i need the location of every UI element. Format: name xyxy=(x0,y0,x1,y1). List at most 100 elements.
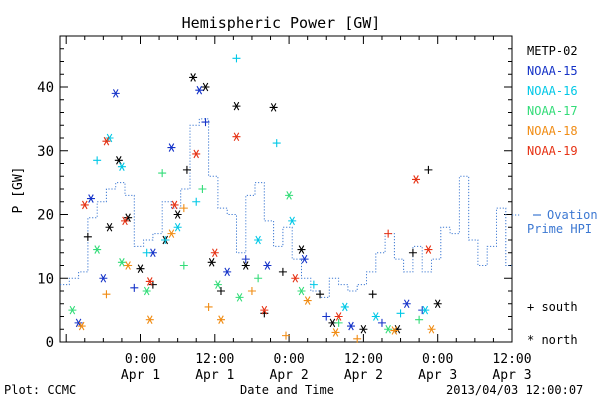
legend-item: NOAA-16 xyxy=(527,84,578,98)
data-point-south xyxy=(179,261,188,270)
data-point-north xyxy=(117,162,126,171)
data-point-south xyxy=(83,232,92,241)
data-point-north xyxy=(288,216,297,226)
data-point-south xyxy=(198,185,207,193)
series-metp-02 xyxy=(83,73,442,334)
data-point-north xyxy=(173,210,182,219)
data-point-north xyxy=(390,326,399,335)
data-point-south xyxy=(204,302,213,311)
x-tick-date-label: Apr 1 xyxy=(121,368,160,383)
data-point-south xyxy=(316,290,325,299)
y-tick-label: 10 xyxy=(37,271,54,287)
data-point-north xyxy=(173,222,182,232)
data-point-south xyxy=(142,248,151,257)
data-point-north xyxy=(124,261,133,270)
data-point-north xyxy=(99,273,108,283)
data-point-south xyxy=(322,312,331,321)
data-point-north xyxy=(117,258,126,267)
data-point-south xyxy=(368,290,377,299)
data-point-south xyxy=(309,280,318,289)
data-point-north xyxy=(421,305,430,315)
data-point-north xyxy=(371,312,380,321)
data-point-north xyxy=(285,191,294,200)
y-tick-label: 30 xyxy=(37,144,54,160)
data-point-north xyxy=(291,273,300,283)
data-point-south xyxy=(377,318,386,327)
x-tick-date-label: Apr 3 xyxy=(492,368,531,383)
data-point-north xyxy=(297,245,306,254)
data-point-north xyxy=(384,324,393,334)
data-point-north xyxy=(297,286,306,296)
data-point-north xyxy=(210,248,219,258)
data-point-north xyxy=(424,245,433,254)
data-point-north xyxy=(331,328,340,337)
legend-item: NOAA-19 xyxy=(527,144,578,158)
data-point-north xyxy=(102,136,111,146)
series-noaa-16 xyxy=(93,54,430,321)
data-point-south xyxy=(353,334,362,343)
plot-credit: Plot: CCMC xyxy=(4,383,76,397)
data-point-north xyxy=(347,321,356,331)
data-point-north xyxy=(111,89,120,98)
data-point-north xyxy=(80,200,89,210)
y-axis: 0 10 20 30 40 xyxy=(37,35,512,351)
data-point-north xyxy=(269,103,278,112)
y-tick-label: 20 xyxy=(37,208,54,224)
y-tick-label: 40 xyxy=(37,80,54,96)
legend-item: NOAA-15 xyxy=(527,64,578,78)
ovation-step-line xyxy=(60,118,512,298)
data-point-north xyxy=(195,85,204,95)
x-tick-time-label: 0:00 xyxy=(273,352,304,367)
x-tick-time-label: 0:00 xyxy=(422,352,453,367)
data-point-south xyxy=(216,287,225,295)
x-axis-label: Date and Time xyxy=(240,383,334,397)
data-point-south xyxy=(415,315,424,324)
legend: METP-02 NOAA-15 NOAA-16 NOAA-17 NOAA-18 NOAA-… xyxy=(512,44,598,236)
x-tick-time-label: 12:00 xyxy=(195,352,234,367)
data-point-south xyxy=(201,118,210,127)
data-point-north xyxy=(359,324,368,334)
ovation-prime-line xyxy=(60,118,512,298)
data-point-north xyxy=(235,293,244,302)
legend-north-marker: * north xyxy=(527,333,578,347)
data-point-north xyxy=(223,267,232,277)
data-point-south xyxy=(179,204,188,213)
legend-item: METP-02 xyxy=(527,44,578,58)
data-point-north xyxy=(427,324,436,334)
legend-ovation-label-line2: Prime HPI xyxy=(527,222,592,236)
data-point-north xyxy=(402,299,411,309)
x-tick-time-label: 0:00 xyxy=(125,352,156,367)
data-point-north xyxy=(213,280,222,289)
data-point-north xyxy=(303,296,312,305)
legend-ovation-label: Ovation xyxy=(547,208,598,222)
data-point-north xyxy=(192,149,201,159)
data-point-south xyxy=(396,309,405,318)
data-point-north xyxy=(254,235,263,245)
data-point-north xyxy=(68,305,77,315)
data-point-south xyxy=(247,287,256,295)
series-noaa-15 xyxy=(74,85,427,331)
data-point-south xyxy=(93,156,102,165)
data-point-north xyxy=(170,200,179,210)
data-point-north xyxy=(189,73,198,82)
data-point-north xyxy=(207,258,216,267)
series-noaa-17 xyxy=(68,169,424,334)
legend-item: NOAA-18 xyxy=(527,124,578,138)
x-tick-time-label: 12:00 xyxy=(492,352,531,367)
series-noaa-18 xyxy=(77,204,436,343)
data-point-north xyxy=(145,315,154,324)
data-point-north xyxy=(114,156,123,165)
data-point-south xyxy=(182,165,191,174)
data-point-north xyxy=(263,261,272,270)
data-point-north xyxy=(216,315,225,324)
chart-title: Hemispheric Power [GW] xyxy=(182,14,381,32)
data-point-south xyxy=(408,248,417,257)
data-point-north xyxy=(241,261,250,270)
data-point-north xyxy=(105,222,114,232)
data-point-south xyxy=(232,54,241,63)
plot-border xyxy=(59,35,513,343)
y-axis-label: P [GW] xyxy=(11,167,26,214)
data-point-south xyxy=(334,318,343,327)
data-point-north xyxy=(77,321,86,331)
